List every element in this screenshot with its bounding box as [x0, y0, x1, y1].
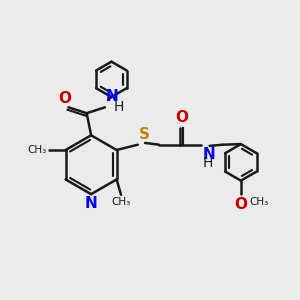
Text: CH₃: CH₃: [111, 197, 131, 207]
Text: H: H: [202, 156, 213, 170]
Text: H: H: [114, 100, 124, 114]
Text: N: N: [106, 89, 118, 104]
Text: N: N: [85, 196, 98, 211]
Text: O: O: [175, 110, 188, 125]
Text: CH₃: CH₃: [249, 197, 268, 207]
Text: O: O: [58, 91, 71, 106]
Text: CH₃: CH₃: [28, 145, 47, 155]
Text: N: N: [202, 147, 215, 162]
Text: S: S: [139, 127, 150, 142]
Text: O: O: [234, 197, 248, 212]
